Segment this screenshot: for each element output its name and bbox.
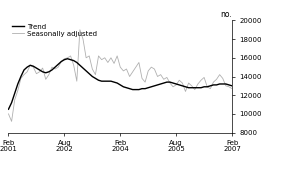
Text: no.: no. [220,10,232,19]
Seasonally adjusted [215,78,218,80]
Trend [84,70,88,72]
Trend [57,63,60,65]
Seasonally adjusted [205,86,209,88]
Trend [7,108,10,110]
Seasonally adjusted [7,113,10,115]
Seasonally adjusted [230,88,234,90]
Seasonally adjusted [87,55,91,57]
Line: Seasonally adjusted: Seasonally adjusted [8,30,232,121]
Trend [230,85,234,87]
Seasonally adjusted [10,120,13,122]
Trend [202,86,206,88]
Trend [122,86,125,88]
Trend [212,84,215,86]
Seasonally adjusted [60,61,63,63]
Seasonally adjusted [199,79,203,81]
Trend [196,87,200,89]
Trend [66,58,69,60]
Legend: Trend, Seasonally adjusted: Trend, Seasonally adjusted [12,24,97,37]
Seasonally adjusted [78,29,82,31]
Seasonally adjusted [125,68,128,70]
Line: Trend: Trend [8,59,232,109]
